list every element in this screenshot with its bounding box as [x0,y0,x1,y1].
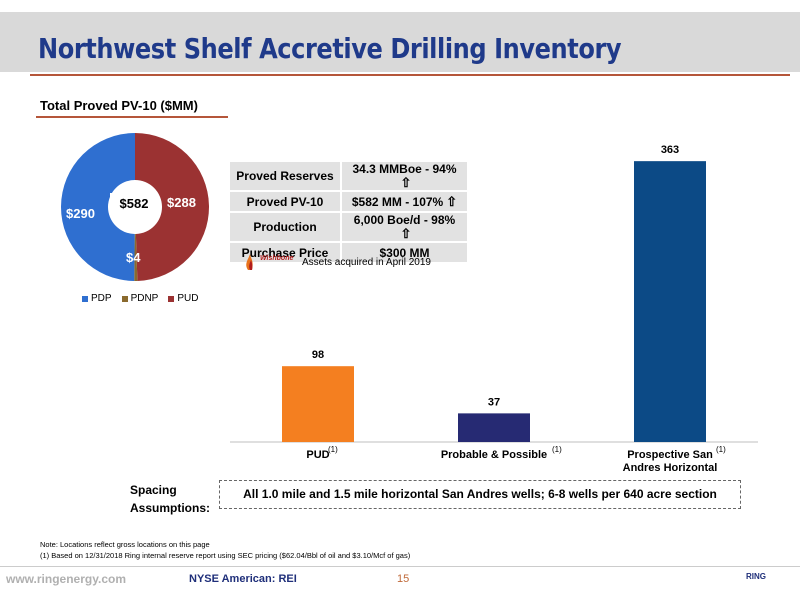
table-value-text: $582 MM - 107% [351,194,444,209]
up-arrow-icon: ⇧ [400,226,412,241]
section-subtitle: Total Proved PV-10 ($MM) [40,98,198,113]
table-row: Proved PV-10 $582 MM - 107% ⇧ [228,190,469,213]
table-value-text: 34.3 MMBoe - 94% [352,162,457,176]
bar-value-label: 98 [312,349,324,361]
donut-legend: PDP PDNP PUD [82,293,198,304]
up-arrow-icon: ⇧ [400,175,412,190]
slice-label-pdnp: $4 [126,250,141,265]
legend-label-pdp: PDP [91,293,112,304]
legend-item-pdnp: PDNP [121,293,159,304]
table-value-cell: $300 MM [340,241,469,264]
spacing-label: Spacing Assumptions: [130,481,210,517]
x-tick-label: Prospective San [627,449,713,461]
donut-slice-pud [135,133,210,281]
donut-center-label: $582 [110,193,158,215]
title-divider [30,74,790,76]
subtitle-divider [36,116,228,118]
page-number: 15 [397,573,410,585]
legend-item-pdp: PDP [82,293,112,304]
table-label-cell: Proved PV-10 [228,190,342,213]
x-tick-label: PUD [306,449,329,461]
legend-item-pud: PUD [168,293,198,304]
legend-swatch-pdnp [121,295,128,302]
table-value-text: 6,000 Boe/d - 98% [353,213,456,227]
table-value-cell: $582 MM - 107% ⇧ [340,190,469,213]
spacing-label-line2: Assumptions: [130,501,211,515]
wishbone-flame-logo-icon [246,254,253,270]
slice-label-pdp: $290 [66,206,95,221]
donut-slice-pdp [61,133,135,281]
up-arrow-icon: ⇧ [446,193,458,209]
table-value-cell: 34.3 MMBoe - 94%⇧ [340,160,469,192]
slice-label-pud: $288 [167,195,196,210]
x-tick-footnote: (1) [552,445,562,454]
legend-swatch-pdp [82,295,88,302]
footnote-locations: Note: Locations reflect gross locations … [40,540,210,549]
table-value-cell: 6,000 Boe/d - 98%⇧ [340,211,469,243]
acquisition-summary-table: Proved Reserves 34.3 MMBoe - 94%⇧ Proved… [228,160,469,264]
spacing-assumptions-box: All 1.0 mile and 1.5 mile horizontal San… [219,480,741,509]
x-tick-label: Probable & Possible [441,449,547,461]
table-row: Production 6,000 Boe/d - 98%⇧ [228,211,469,243]
legend-label-pdnp: PDNP [130,293,159,304]
bar-0 [282,366,354,442]
x-tick-footnote: (1) [328,445,338,454]
wishbone-logo-text: Wishbone [260,255,294,262]
pv10-donut-chart [61,133,210,281]
donut-slice-pdnp [134,233,138,281]
table-row: Proved Reserves 34.3 MMBoe - 94%⇧ [228,160,469,192]
acquisition-note: Assets acquired in April 2019 [302,257,431,268]
bar-2 [634,161,706,442]
footer-divider [0,566,800,567]
title-bar [0,12,800,72]
bar-value-label: 363 [661,144,679,156]
table-row: Purchase Price $300 MM [228,241,469,264]
legend-swatch-pud [168,295,175,302]
footer-ticker: NYSE American: REI [189,573,297,585]
spacing-label-line1: Spacing [130,483,177,497]
bar-1 [458,413,530,442]
table-label-cell: Purchase Price [228,241,342,264]
x-tick-footnote: (1) [716,445,726,454]
table-label-cell: Proved Reserves [228,160,342,192]
bar-value-label: 37 [488,396,500,408]
x-tick-label: Andres Horizontal [623,462,718,474]
footer-website-link[interactable]: www.ringenergy.com [6,572,127,586]
footnote-pricing: (1) Based on 12/31/2018 Ring internal re… [40,551,411,560]
table-label-cell: Production [228,211,342,243]
page-title: Northwest Shelf Accretive Drilling Inven… [38,32,622,65]
ring-energy-logo: RING [746,572,766,581]
legend-label-pud: PUD [177,293,199,304]
